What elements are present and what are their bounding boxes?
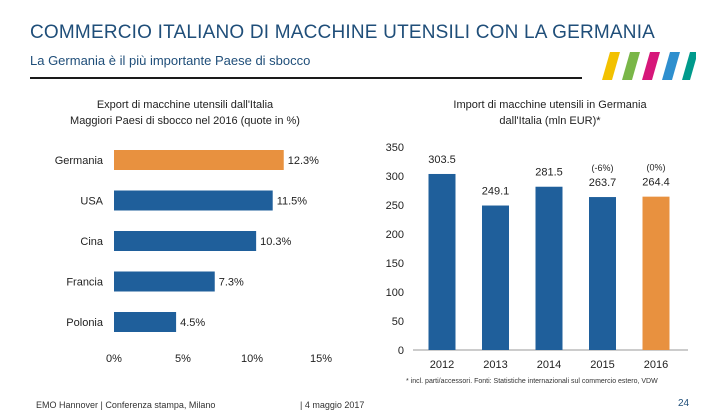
- footer-event: EMO Hannover | Conferenza stampa, Milano: [36, 400, 216, 410]
- export-x-tick-label: 15%: [310, 353, 332, 365]
- import-chart-title: Import di macchine utensili in Germania …: [400, 97, 700, 129]
- export-category-label: Germania: [55, 155, 104, 167]
- export-category-label: Francia: [66, 277, 104, 289]
- import-bar: [535, 186, 563, 350]
- export-chart-title-line: Export di macchine utensili dall'Italia: [96, 99, 274, 111]
- title-divider: [30, 77, 582, 79]
- export-x-tick-label: 5%: [175, 353, 191, 365]
- import-value-label: 264.4: [642, 177, 670, 189]
- footer-date: | 4 maggio 2017: [300, 400, 365, 410]
- import-bar: [589, 197, 616, 350]
- import-x-tick-label: 2013: [483, 359, 507, 371]
- export-chart-title: Export di macchine utensili dall'Italia …: [50, 97, 320, 129]
- footnote: * incl. parti/accessori. Fonti: Statisti…: [406, 378, 658, 385]
- import-change-label: (-6%): [592, 163, 614, 173]
- import-y-tick-label: 0: [398, 345, 404, 357]
- import-y-tick-label: 250: [386, 200, 404, 212]
- import-x-tick-label: 2016: [644, 359, 668, 371]
- export-value-label: 7.3%: [219, 277, 244, 289]
- import-change-label: (0%): [646, 163, 665, 173]
- import-value-label: 303.5: [428, 154, 456, 166]
- page-title: COMMERCIO ITALIANO DI MACCHINE UTENSILI …: [30, 22, 656, 43]
- import-value-label: 249.1: [482, 186, 510, 198]
- import-value-label: 281.5: [535, 167, 563, 179]
- export-category-label: USA: [80, 196, 103, 208]
- import-y-tick-label: 300: [386, 171, 404, 183]
- export-value-label: 4.5%: [180, 317, 205, 329]
- import-y-tick-label: 200: [386, 229, 404, 241]
- export-x-tick-label: 0%: [106, 353, 122, 365]
- export-chart-title-line: Maggiori Paesi di sbocco nel 2016 (quote…: [70, 115, 300, 127]
- export-value-label: 10.3%: [260, 236, 291, 248]
- import-x-tick-label: 2012: [430, 359, 454, 371]
- export-bar: [114, 231, 257, 251]
- import-value-label: 263.7: [589, 177, 617, 189]
- export-bar: [114, 271, 215, 292]
- import-y-tick-label: 350: [386, 142, 404, 154]
- brand-stripe: [642, 52, 660, 80]
- import-bar: [482, 205, 509, 350]
- export-bar: [114, 312, 177, 332]
- import-bar: [642, 196, 670, 350]
- import-bar: [428, 173, 456, 350]
- page-number: 24: [678, 398, 690, 409]
- export-value-label: 12.3%: [288, 155, 319, 167]
- export-x-tick-label: 10%: [241, 353, 263, 365]
- import-x-tick-label: 2015: [590, 359, 614, 371]
- brand-stripe: [622, 52, 640, 80]
- page-subtitle: La Germania è il più importante Paese di…: [30, 53, 311, 68]
- brand-stripe: [662, 52, 680, 80]
- import-y-tick-label: 150: [386, 258, 404, 270]
- export-bar: [114, 150, 284, 170]
- import-chart-title-line: dall'Italia (mln EUR)*: [499, 115, 601, 127]
- export-value-label: 11.5%: [277, 196, 308, 208]
- import-x-tick-label: 2014: [537, 359, 561, 371]
- import-chart-title-line: Import di macchine utensili in Germania: [453, 99, 647, 111]
- export-category-label: Cina: [80, 236, 104, 248]
- export-bar: [114, 190, 273, 211]
- import-y-tick-label: 100: [386, 287, 404, 299]
- export-category-label: Polonia: [66, 317, 104, 329]
- brand-stripe: [682, 52, 696, 80]
- import-y-tick-label: 50: [392, 316, 404, 328]
- brand-stripes-logo: [602, 52, 696, 80]
- brand-stripe: [602, 52, 620, 80]
